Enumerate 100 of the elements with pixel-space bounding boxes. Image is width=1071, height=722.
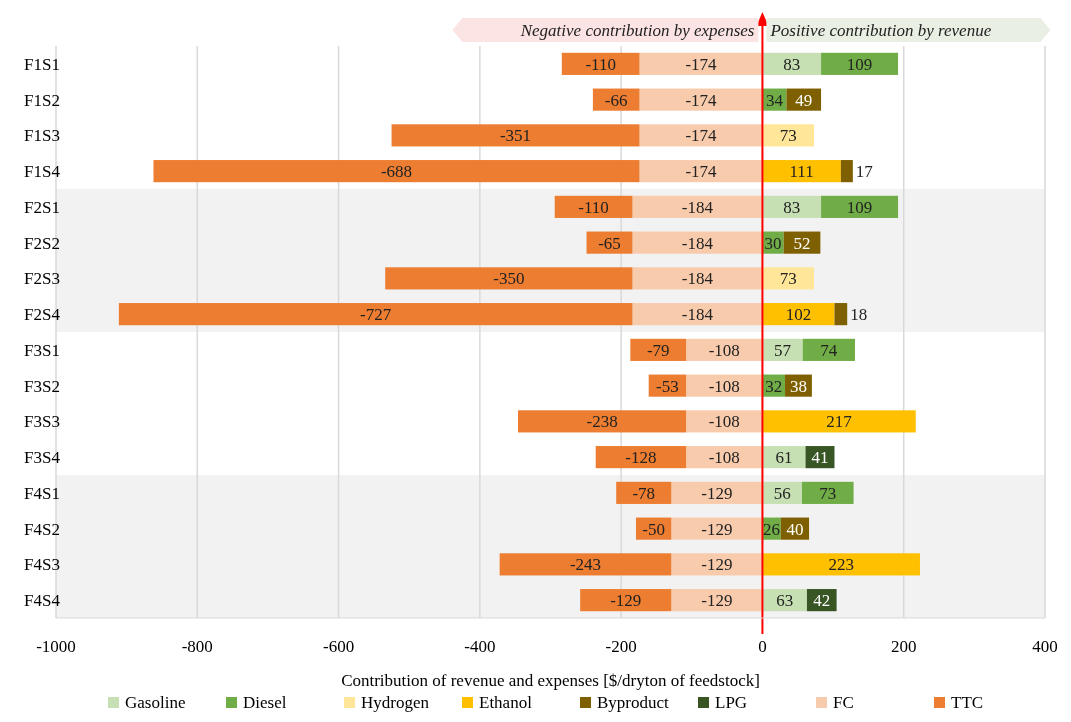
data-label: 34 <box>765 90 784 110</box>
bar <box>391 124 640 147</box>
data-label: 223 <box>828 555 854 575</box>
x-tick-label: 200 <box>890 637 917 656</box>
bar <box>385 267 633 290</box>
x-tick-label: 400 <box>1032 637 1058 656</box>
bar <box>762 160 841 183</box>
bar <box>639 160 763 183</box>
legend-label: LPG <box>715 693 748 712</box>
bar <box>632 303 763 326</box>
bar <box>762 553 920 576</box>
data-label: -174 <box>685 162 718 182</box>
data-label: 83 <box>783 54 801 74</box>
data-label: 26 <box>763 519 781 539</box>
bar <box>632 195 763 218</box>
data-label: 17 <box>855 162 874 182</box>
y-tick-label: F2S3 <box>24 269 60 289</box>
data-label: -128 <box>625 448 657 468</box>
bar <box>595 446 687 469</box>
y-tick-label: F3S1 <box>24 340 60 360</box>
data-label: 52 <box>793 233 811 253</box>
bar <box>499 553 672 576</box>
legend-label: Diesel <box>243 693 287 712</box>
y-tick-label: F1S3 <box>24 126 60 146</box>
y-tick-label: F4S4 <box>24 591 61 611</box>
x-tick-label: -400 <box>464 637 496 656</box>
data-label: 109 <box>846 197 873 217</box>
bar <box>153 160 640 183</box>
data-label: 38 <box>789 376 807 396</box>
bar <box>616 481 672 504</box>
data-label: -350 <box>493 269 525 289</box>
data-label: -108 <box>708 340 740 360</box>
data-label: -108 <box>708 376 740 396</box>
data-label: -108 <box>708 448 740 468</box>
bar <box>671 517 763 540</box>
y-tick-label: F2S1 <box>24 197 60 217</box>
y-tick-label: F3S3 <box>24 412 60 432</box>
data-label: 74 <box>820 340 838 360</box>
data-label: 73 <box>819 483 837 503</box>
legend-label: Gasoline <box>125 693 186 712</box>
y-tick-label: F4S1 <box>24 483 60 503</box>
data-label: -66 <box>604 90 628 110</box>
data-label: -110 <box>585 54 616 74</box>
data-label: 217 <box>826 412 853 432</box>
data-label: 57 <box>774 340 792 360</box>
data-label: -129 <box>701 555 733 575</box>
bar <box>518 410 687 433</box>
data-label: 32 <box>765 376 783 396</box>
data-label: -351 <box>499 126 532 146</box>
x-tick-label: -800 <box>181 637 213 656</box>
bar <box>561 52 640 75</box>
data-label: -174 <box>685 90 718 110</box>
bar <box>802 338 855 361</box>
data-label: 42 <box>813 591 831 611</box>
data-label: -688 <box>380 162 413 182</box>
bar <box>632 231 763 254</box>
data-label: -184 <box>681 305 714 325</box>
bar <box>580 589 672 612</box>
data-label: 83 <box>783 197 801 217</box>
bar <box>554 195 633 218</box>
data-label: -184 <box>681 233 714 253</box>
bar <box>762 267 814 290</box>
text: Positive contribution by revenue <box>769 20 992 40</box>
data-label: 73 <box>779 126 797 146</box>
bar <box>801 481 854 504</box>
y-tick-label: F3S2 <box>24 376 60 396</box>
bar <box>632 267 763 290</box>
bar <box>834 303 848 326</box>
legend-label: Hydrogen <box>361 693 430 712</box>
data-label: -129 <box>701 519 733 539</box>
data-label: -65 <box>598 233 621 253</box>
bar <box>821 195 899 218</box>
bar <box>762 410 916 433</box>
y-tick-label: F1S2 <box>24 90 60 110</box>
data-label: 73 <box>779 269 797 289</box>
y-tick-label: F3S4 <box>24 448 61 468</box>
data-label: 40 <box>786 519 804 539</box>
bar <box>821 52 899 75</box>
data-label: 41 <box>811 448 829 468</box>
legend-label: FC <box>833 693 854 712</box>
data-label: -79 <box>646 340 670 360</box>
x-tick-label: -600 <box>322 637 355 656</box>
data-label: -108 <box>708 412 740 432</box>
legend-label: Ethanol <box>479 693 533 712</box>
data-label: -53 <box>656 376 679 396</box>
y-tick-label: F1S4 <box>24 162 61 182</box>
bar <box>671 481 763 504</box>
y-tick-label: F2S4 <box>24 305 61 325</box>
data-label: -184 <box>681 269 714 289</box>
y-tick-label: F2S2 <box>24 233 60 253</box>
bar <box>118 303 633 326</box>
data-label: -727 <box>360 305 392 325</box>
data-label: 56 <box>773 483 791 503</box>
data-label: -129 <box>701 483 733 503</box>
legend-label: TTC <box>951 693 984 712</box>
data-label: 30 <box>764 233 782 253</box>
data-label: -174 <box>685 126 718 146</box>
x-axis-title: Contribution of revenue and expenses [$/dryton of feedstock] <box>341 671 760 690</box>
y-tick-label: F1S1 <box>24 54 60 74</box>
bar <box>671 553 763 576</box>
